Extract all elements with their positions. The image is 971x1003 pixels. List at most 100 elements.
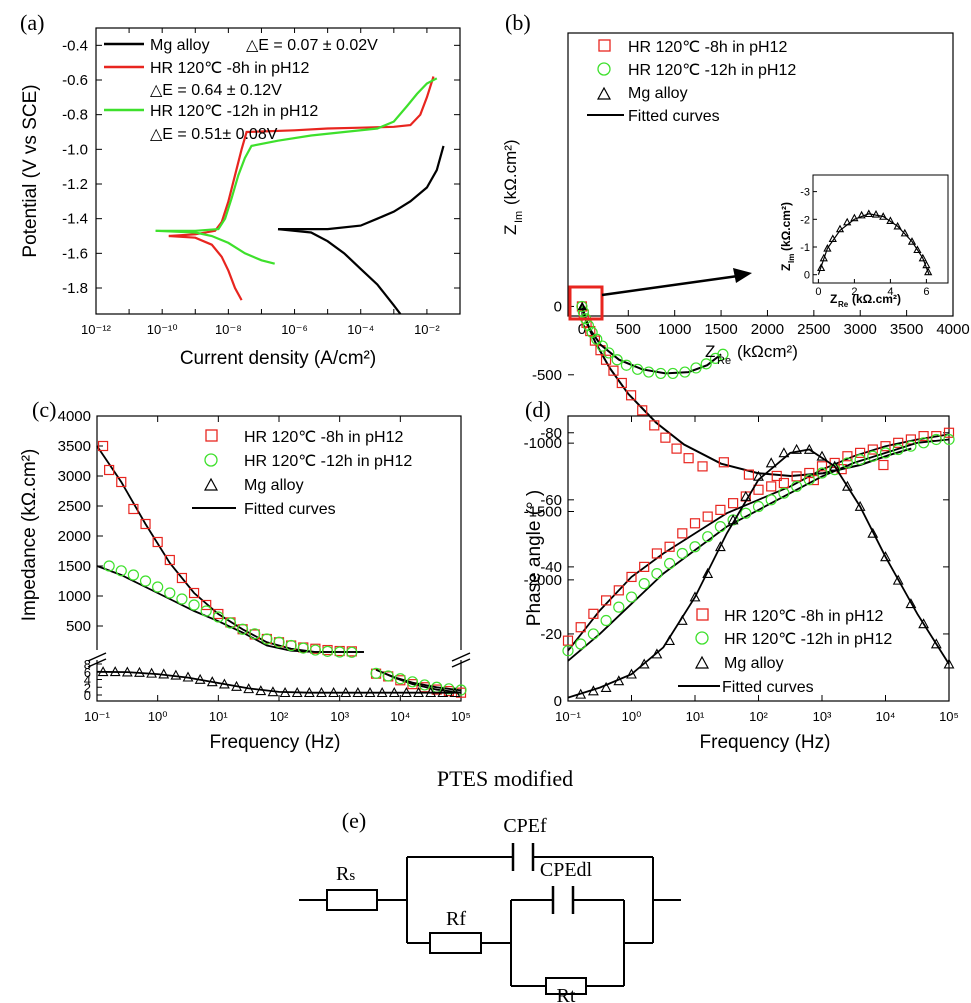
legend-label-mg-alloy: Mg alloy (628, 85, 688, 102)
y-tick-label: -1.2 (62, 176, 88, 193)
label-rs: Rs (336, 863, 355, 885)
data-point-hr-120-12h-in-ph12 (689, 541, 701, 553)
panel-d: (d) 0 -20 -40 -60 -80 10⁻¹ 10⁰ 10¹ 10² 10³ 10⁴ 10⁵… (524, 397, 959, 753)
data-point-hr-120-12h-in-ph12 (625, 591, 638, 603)
data-point-hr-120-12h-in-ph12 (867, 450, 879, 462)
legend-marker-hr-12h (597, 62, 611, 76)
x-tick-label: 10⁻¹ (555, 709, 581, 724)
data-point-hr-120-8h-in-ph12 (97, 440, 109, 452)
data-point-mg-alloy (388, 687, 400, 698)
y-axis-label-b-unit: (kΩ.cm²) (501, 139, 520, 205)
data-point-hr-120-8h-in-ph12 (753, 484, 764, 495)
series-d (562, 427, 955, 699)
data-point-hr-120-8h-in-ph12 (702, 511, 713, 522)
data-point-mg-alloy (676, 614, 688, 625)
data-point-mg-alloy (880, 551, 891, 562)
legend-b: HR 120℃ -8h in pH12 HR 120℃ -12h in pH12… (587, 39, 796, 125)
axis-break-gap-left (86, 650, 106, 660)
fit-curve-hr-120-8h-in-ph12 (567, 433, 950, 652)
inset-y-tick-label: -2 (800, 214, 810, 226)
x-axis-label-a: Current density (A/cm²) (180, 348, 376, 369)
data-point-hr-120-12h-in-ph12 (596, 340, 608, 352)
y-tick-label: -40 (540, 559, 562, 576)
inset-fit-curve-mg-alloy (817, 213, 930, 275)
data-point-hr-120-12h-in-ph12 (717, 348, 729, 360)
inset-x-tick-label: 0 (815, 286, 821, 298)
data-point-hr-120-12h-in-ph12 (562, 645, 574, 657)
data-point-hr-120-12h-in-ph12 (714, 521, 727, 533)
data-point-mg-alloy (437, 687, 449, 698)
legend-label-fitted: Fitted curves (722, 679, 814, 696)
data-point-mg-alloy (791, 443, 803, 454)
legend-d: HR 120℃ -8h in pH12 HR 120℃ -12h in pH12… (678, 608, 892, 696)
y-tick-label: -0.6 (62, 72, 88, 89)
legend-note-hr-12h: △E = 0.51± 0.08V (150, 126, 278, 143)
data-point-hr-120-12h-in-ph12 (676, 547, 688, 560)
y-tick-label: -2000 (524, 572, 562, 589)
data-point-hr-120-8h-in-ph12 (625, 390, 637, 401)
data-point-mg-alloy (753, 470, 764, 481)
data-point-mg-alloy (613, 675, 625, 686)
data-point-hr-120-8h-in-ph12 (766, 481, 777, 492)
data-point-hr-120-12h-in-ph12 (127, 569, 139, 581)
series-line-hr-120-8h-in-ph12-anodic (168, 76, 435, 238)
y-tick-label: -1.0 (62, 141, 88, 158)
data-point-hr-120-8h-in-ph12 (893, 437, 904, 448)
data-point-hr-120-8h-in-ph12 (918, 431, 929, 442)
data-point-hr-120-12h-in-ph12 (690, 362, 702, 374)
legend-marker-hr-12h (695, 631, 709, 645)
y-axis-label-b-sub: Im (513, 211, 525, 223)
data-point-mg-alloy (182, 671, 194, 682)
y-ticks-d: 0 -20 -40 -60 -80 (540, 425, 949, 710)
data-point-hr-120-8h-in-ph12 (639, 561, 650, 572)
data-point-hr-120-8h-in-ph12 (600, 354, 612, 365)
legend-label-mg-alloy: Mg alloy (724, 655, 784, 672)
y-axis-label-d: Phase angle (° ) (524, 490, 545, 626)
data-point-mg-alloy (867, 527, 879, 538)
x-ticks-c: 10⁻¹ 10⁰ 10¹ 10² 10³ 10⁴ 10⁵ (84, 416, 471, 724)
inset-x-tick-label: 4 (887, 286, 893, 298)
series-line-mg-alloy-anodic (278, 145, 445, 231)
resistor-rs (326, 889, 378, 911)
panel-label-e: (e) (342, 808, 366, 833)
x-tick-label: 1000 (658, 321, 691, 338)
data-point-hr-120-8h-in-ph12 (664, 541, 675, 552)
data-point-hr-120-12h-in-ph12 (679, 366, 691, 378)
data-point-hr-120-12h-in-ph12 (139, 575, 152, 587)
data-point-hr-120-8h-in-ph12 (600, 595, 612, 606)
zoom-region-box (568, 285, 604, 321)
y-tick-label: 2500 (58, 498, 91, 515)
data-point-mg-alloy (449, 687, 461, 698)
panel-label-d: (d) (525, 397, 551, 422)
legend-label-hr-12h: HR 120℃ -12h in pH12 (724, 631, 892, 648)
data-point-hr-120-12h-in-ph12 (103, 560, 115, 572)
data-point-mg-alloy (651, 648, 663, 659)
y-tick-label: -500 (532, 367, 562, 384)
legend-label-hr-12h: HR 120℃ -12h in pH12 (150, 103, 318, 120)
x-tick-label: 10⁰ (622, 709, 642, 724)
series-b (576, 300, 912, 486)
data-point-hr-120-12h-in-ph12 (600, 614, 612, 627)
y-tick-label: -1.6 (62, 245, 88, 262)
legend-label-hr-12h: HR 120℃ -12h in pH12 (244, 453, 412, 470)
panel-label-b: (b) (505, 10, 531, 35)
data-point-hr-120-12h-in-ph12 (663, 557, 676, 570)
data-point-hr-120-12h-in-ph12 (943, 433, 955, 446)
data-point-mg-alloy (918, 618, 930, 629)
x-axis-label-b-main: Z (705, 342, 715, 361)
data-point-mg-alloy (930, 638, 942, 649)
data-point-mg-alloy (765, 457, 777, 468)
x-tick-label: 2000 (751, 321, 784, 338)
data-point-hr-120-12h-in-ph12 (212, 611, 224, 623)
data-point-hr-120-8h-in-ph12 (588, 608, 599, 619)
data-point-hr-120-12h-in-ph12 (382, 670, 394, 682)
y-tick-label: 3500 (58, 438, 91, 455)
panel-e-circuit: PTES modified (e) (299, 766, 681, 1003)
legend-label-mg-alloy: Mg alloy (244, 477, 304, 494)
data-point-hr-120-8h-in-ph12 (104, 464, 115, 476)
inset-data-point-mg-alloy (924, 267, 933, 276)
legend-note-hr-8h: △E = 0.64 ± 0.12V (150, 82, 282, 99)
legend-marker-mg-alloy (694, 655, 710, 669)
inset-data-point-mg-alloy (922, 260, 931, 269)
